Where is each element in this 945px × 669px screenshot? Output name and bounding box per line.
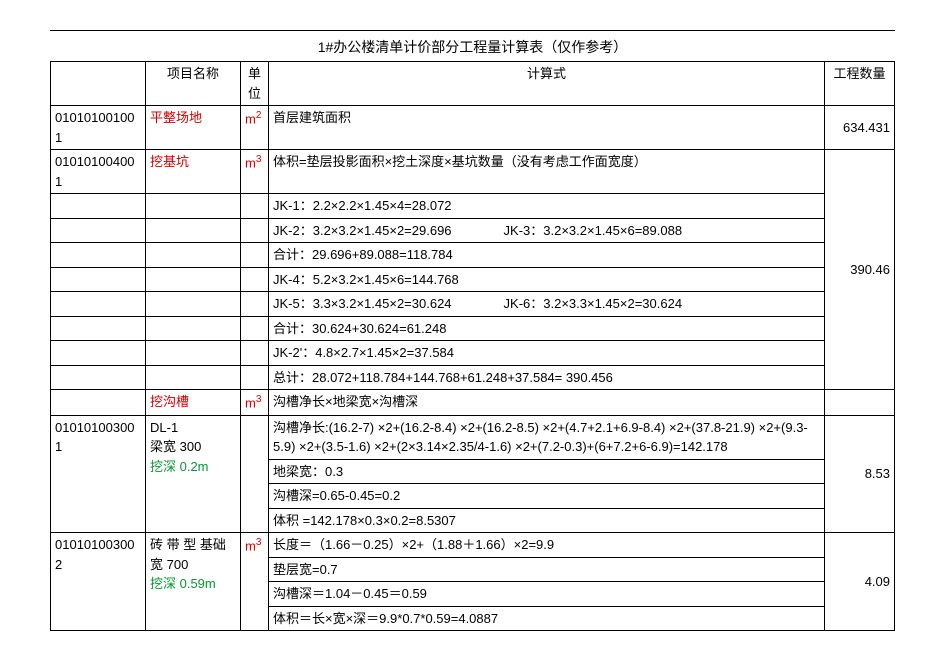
cell-name: 砖 带 型 基础宽 700挖深 0.59m: [146, 533, 241, 631]
cell-formula: 沟槽深＝1.04－0.45＝0.59: [269, 582, 825, 607]
cell-name: [146, 341, 241, 366]
cell-name: 挖基坑: [146, 150, 241, 194]
header-id: [51, 62, 146, 106]
table-row: 010101004001挖基坑m3体积=垫层投影面积×挖土深度×基坑数量（没有考…: [51, 150, 895, 194]
cell-unit: [241, 415, 269, 533]
cell-formula: 沟槽深=0.65-0.45=0.2: [269, 484, 825, 509]
table-row: JK-2：3.2×3.2×1.45×2=29.696 JK-3：3.2×3.2×…: [51, 218, 895, 243]
cell-formula: 体积=垫层投影面积×挖土深度×基坑数量（没有考虑工作面宽度）: [269, 150, 825, 194]
cell-qty: 634.431: [825, 106, 895, 150]
cell-formula: 垫层宽=0.7: [269, 557, 825, 582]
cell-formula: 体积＝长×宽×深＝9.9*0.7*0.59=4.0887: [269, 606, 825, 631]
table-row: JK-4：5.2×3.2×1.45×6=144.768: [51, 267, 895, 292]
cell-id: [51, 218, 146, 243]
cell-name: [146, 292, 241, 317]
cell-formula: JK-4：5.2×3.2×1.45×6=144.768: [269, 267, 825, 292]
cell-name: [146, 243, 241, 268]
cell-unit: [241, 267, 269, 292]
cell-unit: m3: [241, 390, 269, 416]
cell-unit: [241, 218, 269, 243]
cell-formula: JK-5：3.3×3.2×1.45×2=30.624 JK-6：3.2×3.3×…: [269, 292, 825, 317]
cell-formula: JK-1：2.2×2.2×1.45×4=28.072: [269, 194, 825, 219]
header-unit: 单位: [241, 62, 269, 106]
cell-formula: 体积 =142.178×0.3×0.2=8.5307: [269, 508, 825, 533]
cell-id: 010101001001: [51, 106, 146, 150]
table-row: JK-2'：4.8×2.7×1.45×2=37.584: [51, 341, 895, 366]
cell-qty: [825, 390, 895, 416]
cell-name: [146, 218, 241, 243]
table-row: 合计：30.624+30.624=61.248: [51, 316, 895, 341]
cell-id: [51, 365, 146, 390]
cell-formula: JK-2：3.2×3.2×1.45×2=29.696 JK-3：3.2×3.2×…: [269, 218, 825, 243]
cell-formula: 首层建筑面积: [269, 106, 825, 150]
cell-unit: [241, 292, 269, 317]
cell-unit: [241, 341, 269, 366]
cell-formula: 总计：28.072+118.784+144.768+61.248+37.584=…: [269, 365, 825, 390]
cell-formula: JK-2'：4.8×2.7×1.45×2=37.584: [269, 341, 825, 366]
cell-name: 挖沟槽: [146, 390, 241, 416]
cell-unit: m2: [241, 106, 269, 150]
cell-unit: m3: [241, 150, 269, 194]
cell-qty: 390.46: [825, 150, 895, 390]
cell-formula: 合计：29.696+89.088=118.784: [269, 243, 825, 268]
cell-id: 010101003002: [51, 533, 146, 631]
cell-unit: [241, 365, 269, 390]
table-row: 总计：28.072+118.784+144.768+61.248+37.584=…: [51, 365, 895, 390]
cell-id: [51, 292, 146, 317]
cell-unit: [241, 316, 269, 341]
cell-unit: [241, 243, 269, 268]
table-row: JK-1：2.2×2.2×1.45×4=28.072: [51, 194, 895, 219]
main-table: 项目名称 单位 计算式 工程数量 010101001001平整场地m2首层建筑面…: [50, 61, 895, 631]
table-row: 合计：29.696+89.088=118.784: [51, 243, 895, 268]
table-row: 挖沟槽m3沟槽净长×地梁宽×沟槽深: [51, 390, 895, 416]
page-title: 1#办公楼清单计价部分工程量计算表（仅作参考）: [50, 31, 895, 61]
header-name: 项目名称: [146, 62, 241, 106]
cell-id: [51, 194, 146, 219]
cell-name: DL-1梁宽 300挖深 0.2m: [146, 415, 241, 533]
table-row: JK-5：3.3×3.2×1.45×2=30.624 JK-6：3.2×3.3×…: [51, 292, 895, 317]
cell-id: [51, 267, 146, 292]
cell-name: [146, 194, 241, 219]
cell-formula: 地梁宽：0.3: [269, 459, 825, 484]
cell-name: [146, 316, 241, 341]
cell-name: [146, 267, 241, 292]
cell-qty: 8.53: [825, 415, 895, 533]
cell-id: [51, 390, 146, 416]
cell-formula: 长度＝（1.66－0.25）×2+（1.88＋1.66）×2=9.9: [269, 533, 825, 558]
header-qty: 工程数量: [825, 62, 895, 106]
cell-formula: 合计：30.624+30.624=61.248: [269, 316, 825, 341]
cell-formula: 沟槽净长:(16.2-7) ×2+(16.2-8.4) ×2+(16.2-8.5…: [269, 415, 825, 459]
cell-id: 010101004001: [51, 150, 146, 194]
page: 1#办公楼清单计价部分工程量计算表（仅作参考） 项目名称 单位 计算式 工程数量…: [50, 30, 895, 631]
cell-id: [51, 341, 146, 366]
header-row: 项目名称 单位 计算式 工程数量: [51, 62, 895, 106]
table-row: 010101001001平整场地m2首层建筑面积634.431: [51, 106, 895, 150]
header-formula: 计算式: [269, 62, 825, 106]
table-row: 010101003002砖 带 型 基础宽 700挖深 0.59mm3长度＝（1…: [51, 533, 895, 558]
cell-formula: 沟槽净长×地梁宽×沟槽深: [269, 390, 825, 416]
table-row: 010101003001DL-1梁宽 300挖深 0.2m沟槽净长:(16.2-…: [51, 415, 895, 459]
cell-qty: 4.09: [825, 533, 895, 631]
cell-unit: [241, 194, 269, 219]
cell-id: [51, 243, 146, 268]
cell-id: [51, 316, 146, 341]
cell-name: [146, 365, 241, 390]
cell-name: 平整场地: [146, 106, 241, 150]
cell-unit: m3: [241, 533, 269, 631]
cell-id: 010101003001: [51, 415, 146, 533]
